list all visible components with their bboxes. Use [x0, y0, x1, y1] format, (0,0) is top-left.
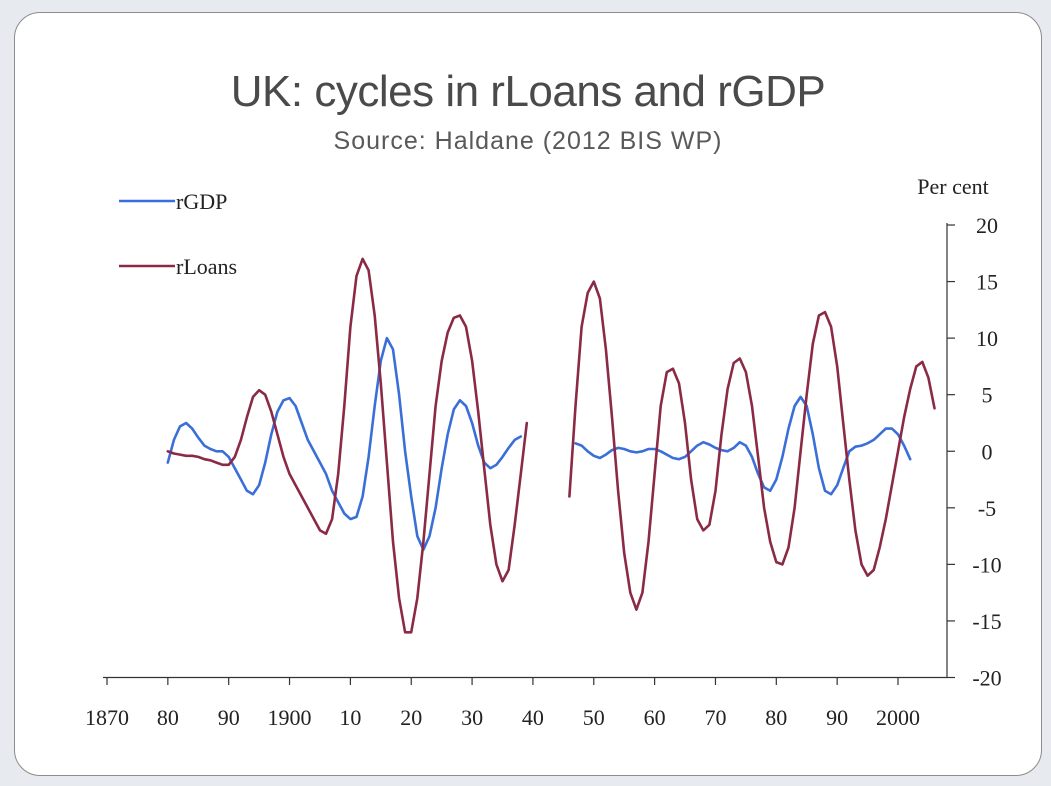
x-tick-label: 60 [644, 705, 666, 730]
y-tick-label: -10 [972, 552, 1001, 577]
chart-series [166, 257, 936, 634]
legend-label-rloans: rLoans [176, 254, 237, 279]
y-tick-label: 15 [976, 270, 998, 295]
chart-title: UK: cycles in rLoans and rGDP [230, 67, 826, 116]
x-tick-label: 70 [704, 705, 726, 730]
chart-subtitle: Source: Haldane (2012 BIS WP) [333, 127, 723, 155]
x-tick-label: 40 [522, 705, 544, 730]
y-tick-label: -20 [972, 666, 1001, 691]
series-line-rloans [166, 257, 529, 634]
legend-label-rgdp: rGDP [176, 189, 227, 214]
x-tick-label: 10 [339, 705, 361, 730]
y-tick-label: 20 [976, 213, 998, 238]
x-tick-label: 1870 [85, 705, 129, 730]
x-tick-label: 90 [826, 705, 848, 730]
y-tick-label: 0 [982, 439, 993, 464]
x-tick-label: 30 [461, 705, 483, 730]
x-tick-label: 80 [157, 705, 179, 730]
y-axis-label: Per cent [917, 174, 988, 199]
slide: UK: cycles in rLoans and rGDP Source: Ha… [14, 12, 1042, 776]
series-line-rloans [568, 280, 936, 611]
x-tick-label: 90 [218, 705, 240, 730]
chart-legend: rGDP rLoans [119, 189, 237, 279]
y-tick-label: 5 [982, 383, 993, 408]
y-tick-label: -15 [972, 609, 1001, 634]
series-line-rgdp [574, 395, 912, 496]
series-line-rgdp [166, 336, 523, 551]
x-tick-label: 20 [400, 705, 422, 730]
chart-axes: Per cent [103, 174, 989, 679]
x-tick-label: 1900 [268, 705, 312, 730]
y-tick-label: -5 [978, 496, 996, 521]
y-tick-label: 10 [976, 326, 998, 351]
x-tick-label: 80 [765, 705, 787, 730]
x-tick-label: 50 [583, 705, 605, 730]
x-tick-label: 2000 [876, 705, 920, 730]
